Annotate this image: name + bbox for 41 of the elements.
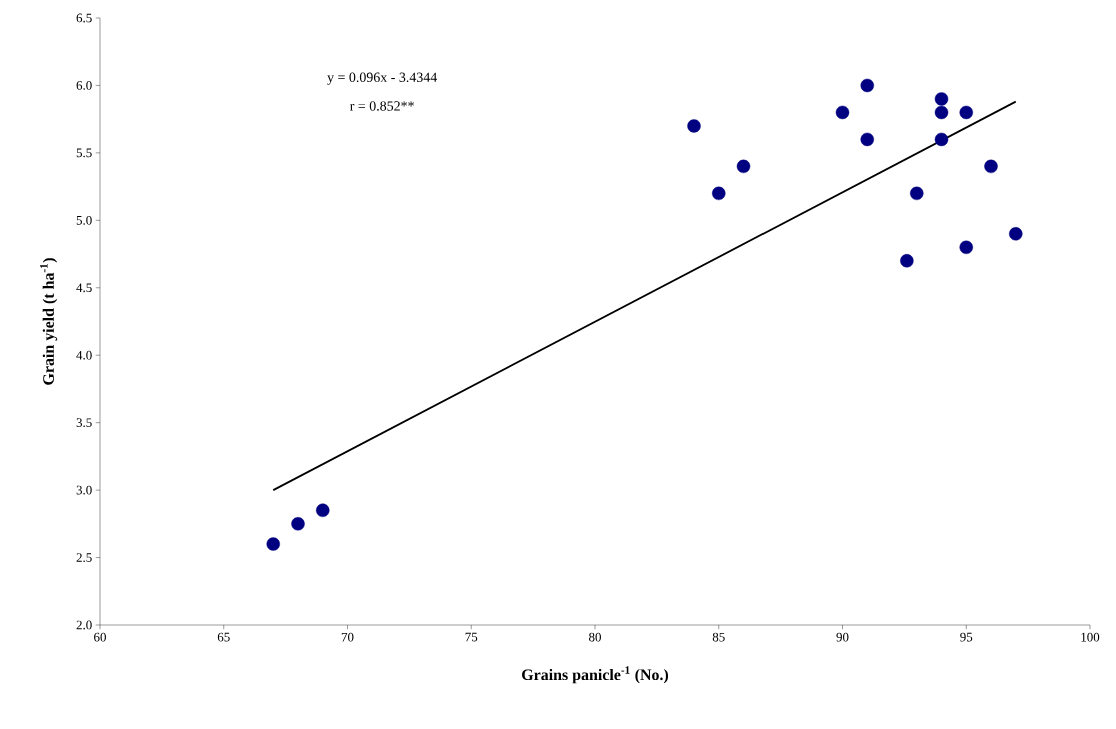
x-tick-label: 60 — [94, 632, 106, 642]
point — [316, 503, 330, 518]
y-tick-label: 2.0 — [76, 620, 92, 630]
point — [835, 105, 850, 120]
x-tick-label: 65 — [217, 632, 230, 642]
point — [984, 159, 998, 174]
point — [934, 105, 949, 120]
y-tick-label: 4.0 — [76, 350, 92, 360]
y-tick-label: 2.5 — [76, 553, 92, 562]
y-tick-label: 6.5 — [76, 13, 92, 23]
y-tick-label: 5.0 — [76, 215, 92, 225]
x-tick-label: 85 — [712, 632, 725, 642]
y-tick-label: 3.0 — [76, 485, 92, 495]
point — [860, 132, 874, 147]
point — [910, 186, 924, 201]
point — [959, 240, 973, 254]
x-tick-label: 70 — [341, 632, 354, 642]
point — [934, 92, 949, 106]
point — [860, 78, 874, 93]
point — [959, 105, 973, 120]
x-axis-title: Grains panicle$^{-1}$ (No.) — [522, 666, 669, 684]
x-tick-label: 75 — [465, 632, 478, 642]
x-tick-label: 90 — [836, 632, 849, 642]
x-tick-label: 80 — [589, 632, 601, 642]
point — [1009, 227, 1023, 241]
point — [900, 254, 914, 268]
point — [736, 159, 751, 174]
y-tick-label: 3.5 — [76, 418, 92, 428]
y-tick-label: 5.5 — [76, 148, 92, 158]
y-tick-label: 4.5 — [76, 283, 92, 293]
point — [687, 119, 701, 133]
x-tick-label: 100 — [1081, 632, 1100, 642]
point — [712, 186, 726, 201]
y-axis-title: Grain yield (t ha$^{-1}$) — [40, 258, 58, 385]
annotation: r = 0.852** — [350, 101, 414, 111]
point — [934, 132, 949, 147]
point — [266, 537, 280, 551]
annotation: y = 0.096x - 3.4344 — [327, 72, 438, 85]
y-tick-label: 6.0 — [76, 81, 92, 90]
point — [291, 517, 305, 531]
x-tick-label: 95 — [960, 632, 973, 642]
